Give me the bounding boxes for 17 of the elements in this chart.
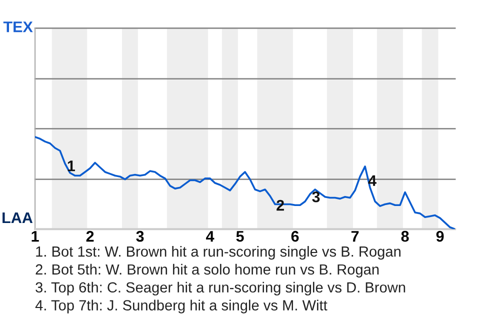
- text: 3. Top 6th: C. Seager hit a run-scoring single vs D. Brown: [36, 282, 406, 296]
- x-tick-label: 8: [401, 230, 409, 242]
- text: 4. Top 7th: J. Sundberg hit a single vs M. Witt: [35, 300, 328, 314]
- text: 1. Bot 1st: W. Brown hit a run-scoring single vs B. Rogan: [36, 246, 400, 260]
- x-tick-label: 4: [206, 231, 214, 242]
- x-tick-label: 3: [136, 230, 144, 242]
- x-tick-label: 9: [436, 230, 444, 242]
- x-tick-label: 5: [236, 231, 244, 242]
- annotation: 3: [312, 191, 320, 202]
- text: LAA: [2, 212, 33, 224]
- x-tick-label: 7: [351, 231, 359, 242]
- x-tick-label: 1: [32, 231, 39, 242]
- x-tick-label: 6: [291, 230, 299, 242]
- text: TEX: [3, 22, 33, 32]
- annotation: 1: [68, 160, 75, 172]
- text: 2. Bot 5th: W. Brown hit a solo home run vs B. Rogan: [36, 264, 379, 278]
- x-tick-label: 2: [86, 230, 94, 242]
